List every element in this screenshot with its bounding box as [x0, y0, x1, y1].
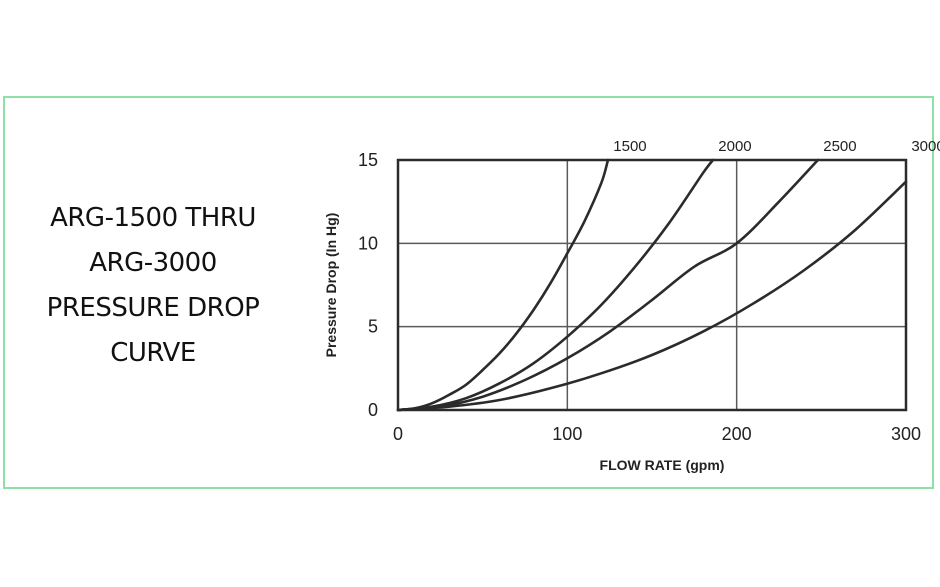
y-tick-label: 15: [358, 150, 378, 170]
caption-line-3: PRESSURE DROP: [46, 293, 260, 323]
figure-frame: [3, 96, 934, 489]
series-label-2500: 2500: [823, 138, 856, 155]
series-line-1500: [396, 158, 610, 412]
series-labels: 1500 2000 2500 3000: [613, 138, 940, 155]
plot-area-border: [396, 158, 908, 412]
y-tick-label: 0: [368, 400, 378, 420]
caption-line-4: CURVE: [110, 338, 196, 368]
x-tick-label: 300: [891, 424, 921, 444]
caption-line-2: ARG-3000: [89, 248, 217, 278]
series-label-3000: 3000: [911, 138, 940, 155]
series-label-1500: 1500: [613, 138, 646, 155]
tick-labels: 0 100 200 300 0 5 10 15: [358, 150, 921, 444]
series-line-2000: [396, 158, 715, 412]
x-tick-label: 200: [722, 424, 752, 444]
series-line-3000: [396, 180, 908, 412]
grid-lines: [398, 160, 906, 410]
caption-line-1: ARG-1500 THRU: [50, 203, 256, 233]
series-line-2500: [396, 158, 820, 412]
series-label-2000: 2000: [718, 138, 751, 155]
x-tick-label: 0: [393, 424, 403, 444]
x-axis-label: FLOW RATE (gpm): [600, 457, 725, 473]
chart-caption: ARG-1500 THRU ARG-3000 PRESSURE DROP CUR…: [18, 196, 288, 376]
y-axis-label: Pressure Drop (In Hg): [323, 213, 339, 358]
y-tick-label: 10: [358, 233, 378, 253]
y-tick-label: 5: [368, 317, 378, 337]
x-tick-label: 100: [552, 424, 582, 444]
curves: [396, 158, 908, 412]
